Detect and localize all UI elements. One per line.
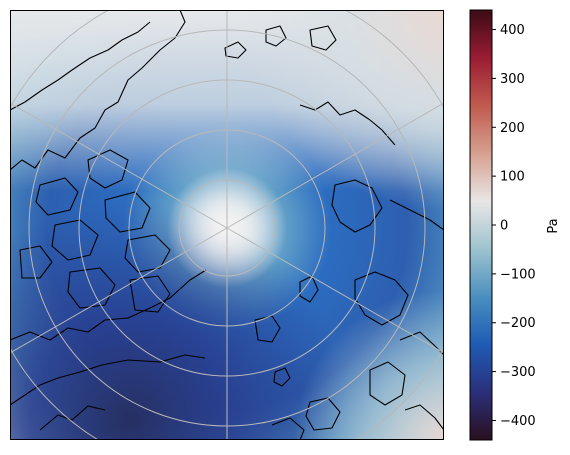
map-panel: [10, 10, 444, 440]
map-frame: [10, 10, 444, 440]
colorbar-tick-label: 100: [500, 170, 525, 185]
colorbar-tick-label: 0: [500, 219, 508, 234]
colorbar-tick-label: −200: [500, 316, 536, 331]
colorbar-tick-label: −300: [500, 365, 536, 380]
gridlines: [10, 10, 444, 440]
colorbar-svg: 400 300 200 100 0 −100 −200 −300 −400 Pa: [469, 9, 561, 441]
colorbar: 400 300 200 100 0 −100 −200 −300 −400 Pa: [440, 0, 570, 451]
colorbar-tick-label: −400: [500, 414, 536, 429]
colorbar-tick-label: −100: [500, 267, 536, 282]
colorbar-gradient: [469, 9, 493, 441]
polar-map: [10, 10, 444, 440]
colorbar-tick-label: 400: [500, 23, 525, 38]
colorbar-tick-label: 200: [500, 121, 525, 136]
colorbar-tick-label: 300: [500, 72, 525, 87]
colorbar-label: Pa: [546, 218, 561, 233]
colorbar-ticks: 400 300 200 100 0 −100 −200 −300 −400: [492, 23, 536, 429]
